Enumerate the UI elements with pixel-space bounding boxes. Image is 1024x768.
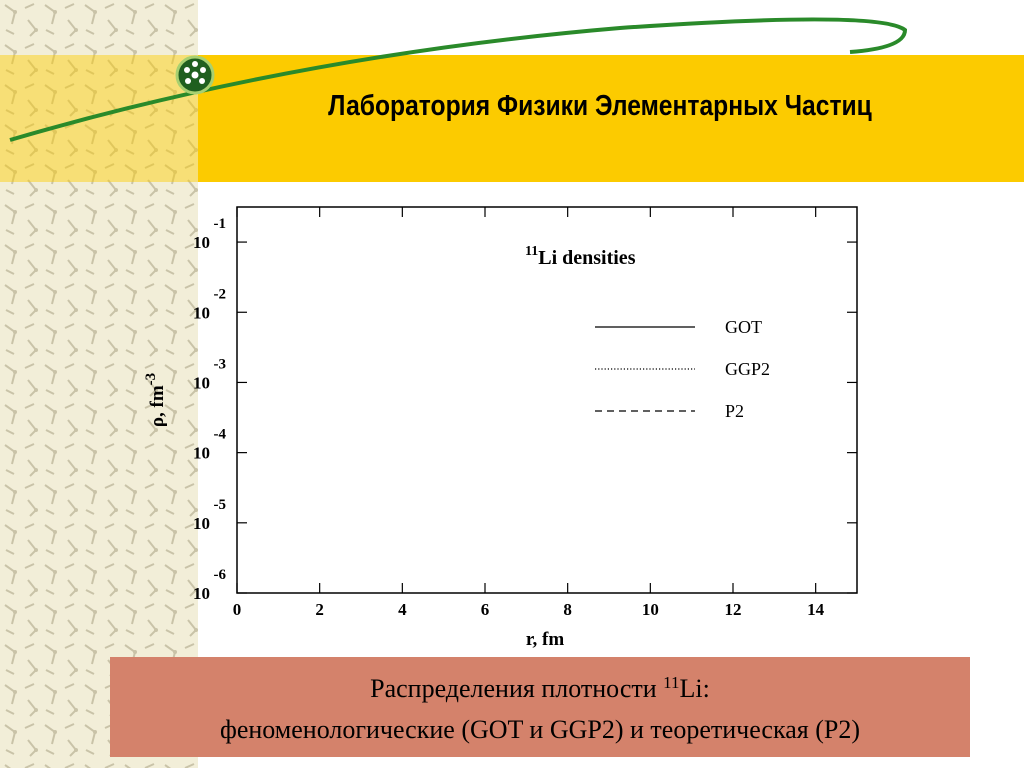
chart-title-text: Li densities	[538, 247, 635, 269]
legend-label: GGP2	[725, 359, 770, 379]
chart-title: 11Li densities	[525, 244, 636, 269]
y-axis-label-text: ρ, fm	[147, 385, 168, 427]
caption-sup: 11	[663, 673, 679, 692]
plot-box	[236, 206, 858, 594]
x-tick-label: 10	[642, 600, 659, 619]
y-tick-exponent: -2	[214, 286, 227, 302]
x-tick-label: 0	[233, 600, 242, 619]
y-tick-exponent: -1	[214, 216, 227, 232]
x-axis-label: r, fm	[526, 629, 565, 650]
y-axis-label: ρ, fm-3	[143, 373, 168, 427]
x-tick-label: 8	[563, 600, 572, 619]
header-band	[198, 55, 1024, 182]
y-tick-exponent: -3	[214, 356, 227, 372]
y-tick-label: 10	[193, 584, 210, 603]
legend-label: GOT	[725, 317, 762, 337]
x-tick-label: 6	[481, 600, 490, 619]
x-tick-label: 12	[725, 600, 742, 619]
chart-frame	[208, 190, 860, 655]
side-pattern	[0, 0, 198, 768]
x-tick-label: 2	[315, 600, 324, 619]
chart: 10-110-210-310-410-510-60 2 4 6 8 10 12 14r, fm…	[143, 207, 857, 650]
caption-line2: феноменологические (GOT и GGP2) и теорет…	[220, 715, 860, 744]
y-tick-label: 10	[193, 373, 210, 392]
y-tick-exponent: -4	[214, 427, 227, 443]
x-tick-label: 14	[807, 600, 825, 619]
arc	[9, 17, 908, 142]
y-tick-exponent: -6	[214, 567, 227, 583]
chart-title-sup: 11	[525, 244, 538, 259]
caption-text: Li:	[680, 674, 710, 703]
x-tick-label: 4	[398, 600, 407, 619]
y-tick-label: 10	[193, 303, 210, 322]
caption-text: Распределения плотности	[370, 674, 663, 703]
header-band-left	[0, 55, 198, 182]
header-title: Лаборатория Физики Элементарных Частиц	[328, 89, 872, 121]
caption-box	[110, 657, 970, 757]
legend-label: P2	[725, 401, 744, 421]
y-tick-label: 10	[193, 514, 210, 533]
y-axis-label-sup: -3	[143, 373, 159, 386]
y-tick-exponent: -5	[214, 497, 227, 513]
logo	[175, 55, 215, 95]
y-tick-label: 10	[193, 233, 210, 252]
caption-line1: Распределения плотности 11Li:	[370, 673, 710, 703]
y-tick-label: 10	[193, 444, 210, 463]
